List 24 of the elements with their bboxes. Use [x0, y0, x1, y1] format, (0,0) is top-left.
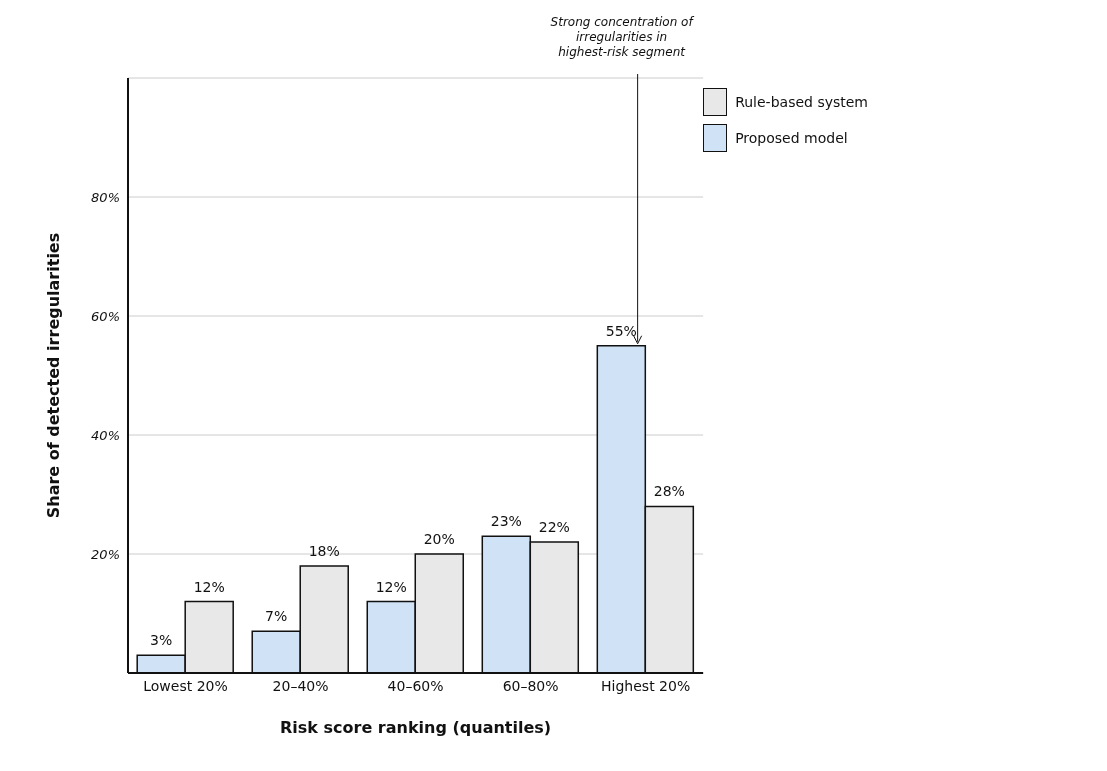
legend-label: Rule-based system: [735, 94, 868, 110]
y-axis-title: Share of detected irregularities: [43, 232, 63, 519]
data-label: 55%: [605, 322, 637, 339]
data-label: 3%: [150, 632, 173, 649]
x-tick-label: 60–80%: [502, 677, 559, 694]
legend-label: Proposed model: [735, 130, 848, 146]
y-tick-label: 80%: [91, 189, 120, 205]
x-tick-label: 40–60%: [387, 677, 444, 694]
data-label: 28%: [653, 483, 685, 500]
data-label: 12%: [375, 578, 407, 595]
data-label: 22%: [538, 519, 570, 536]
data-label: 12%: [193, 578, 225, 595]
y-tick-label: 40%: [91, 427, 120, 443]
y-tick-label: 60%: [91, 308, 120, 324]
x-tick-label: Highest 20%: [601, 677, 691, 694]
text: Strong concentration of irregularities in highest-risk segment: [550, 15, 695, 59]
x-tick-label: Lowest 20%: [143, 677, 228, 694]
x-axis-title: Risk score ranking (quantiles): [280, 718, 552, 737]
y-tick-label: 20%: [91, 546, 120, 562]
x-tick-label: 20–40%: [272, 677, 329, 694]
data-label: 18%: [308, 542, 340, 559]
data-label: 20%: [423, 531, 455, 547]
data-label: 7%: [265, 608, 288, 625]
data-label: 23%: [490, 513, 522, 530]
